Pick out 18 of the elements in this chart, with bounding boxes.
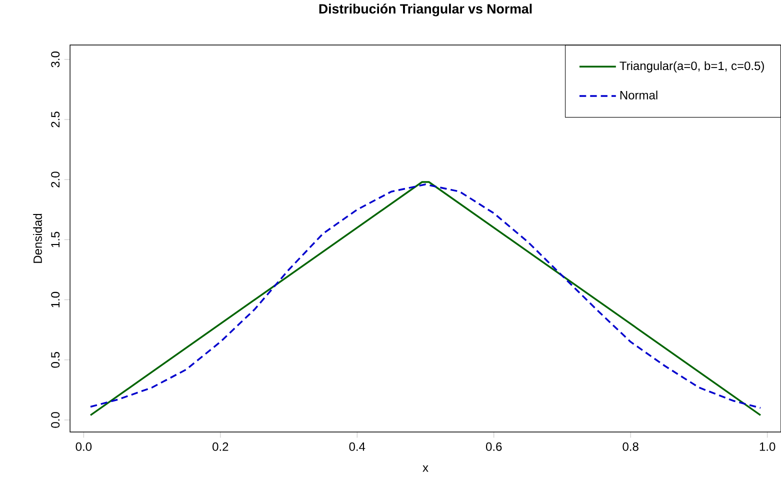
y-tick-label: 1.0 xyxy=(51,292,60,308)
x-tick-label: 0.6 xyxy=(486,442,502,451)
x-tick-label: 1.0 xyxy=(760,442,776,451)
legend-label: Normal xyxy=(620,90,658,100)
y-tick-label: 0.0 xyxy=(51,412,60,428)
y-tick-label: 2.5 xyxy=(51,112,60,128)
y-axis-title: Densidad xyxy=(33,214,42,263)
y-tick-label: 3.0 xyxy=(51,52,60,68)
x-tick-label: 0.4 xyxy=(349,442,366,451)
x-axis-title: x xyxy=(422,465,428,472)
x-tick-label: 0.2 xyxy=(212,442,228,451)
y-tick-label: 0.5 xyxy=(51,352,60,368)
y-tick-label: 1.5 xyxy=(51,232,60,248)
x-tick-label: 0.0 xyxy=(76,442,92,451)
x-tick-label: 0.8 xyxy=(622,442,638,451)
chart-title: Distribución Triangular vs Normal xyxy=(319,4,532,16)
y-tick-label: 2.0 xyxy=(51,172,60,188)
legend-label: Triangular(a=0, b=1, c=0.5) xyxy=(620,61,764,72)
